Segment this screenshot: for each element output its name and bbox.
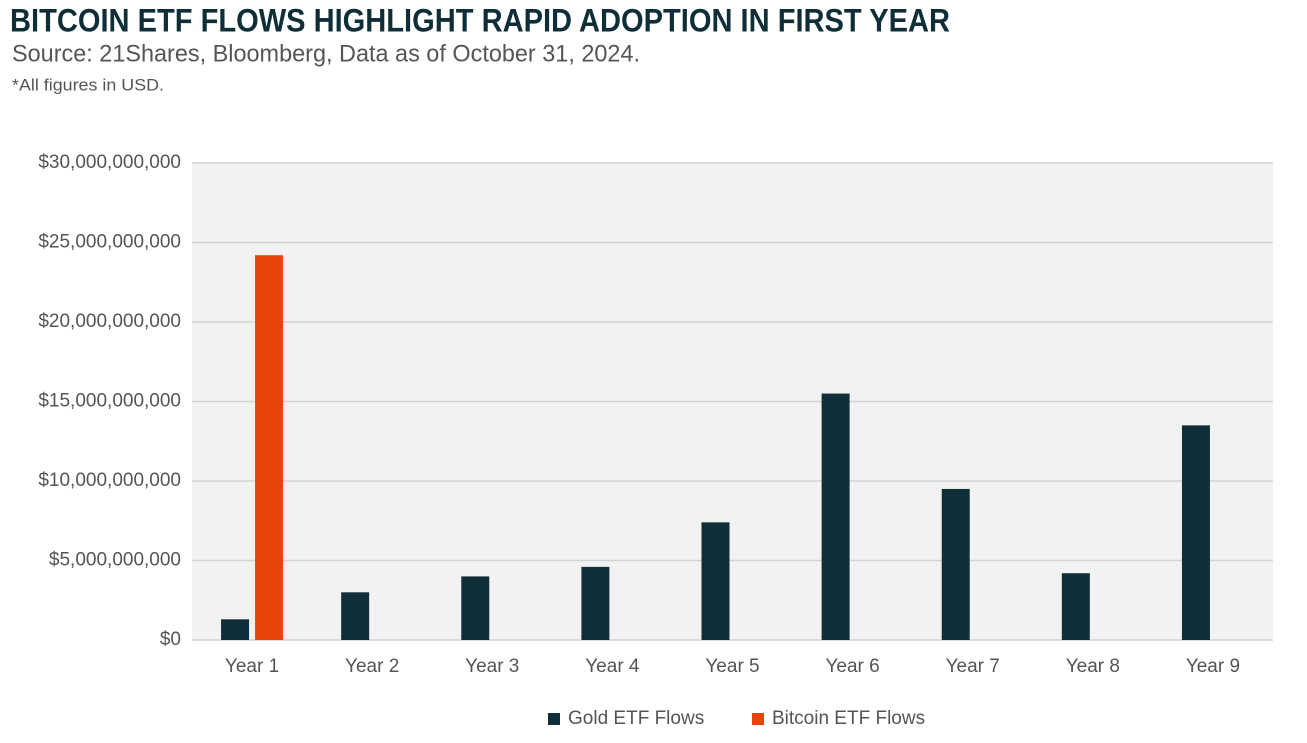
bar (221, 619, 250, 640)
chart-title: BITCOIN ETF FLOWS HIGHLIGHT RAPID ADOPTI… (10, 2, 950, 38)
y-tick-label: $5,000,000,000 (49, 550, 181, 571)
bar (941, 488, 970, 640)
chart-note: *All figures in USD. (12, 75, 164, 94)
legend-swatch (548, 713, 560, 725)
bar (461, 576, 490, 640)
x-tick-label: Year 1 (225, 656, 279, 677)
x-tick-label: Year 3 (465, 656, 519, 677)
legend-label: Bitcoin ETF Flows (772, 708, 925, 729)
y-tick-label: $25,000,000,000 (38, 232, 181, 253)
x-tick-label: Year 8 (1066, 656, 1120, 677)
legend-swatch (752, 713, 764, 725)
x-tick-label: Year 2 (345, 656, 399, 677)
bar (821, 393, 850, 640)
chart-subtitle: Source: 21Shares, Bloomberg, Data as of … (12, 40, 640, 67)
bar (1181, 425, 1210, 640)
y-tick-label: $20,000,000,000 (38, 311, 181, 332)
bar (341, 592, 370, 640)
x-tick-label: Year 7 (946, 656, 1000, 677)
y-tick-label: $30,000,000,000 (38, 152, 181, 173)
y-tick-label: $15,000,000,000 (38, 391, 181, 412)
y-tick-label: $0 (160, 629, 181, 650)
bar (701, 522, 730, 640)
x-tick-label: Year 9 (1186, 656, 1240, 677)
legend-label: Gold ETF Flows (568, 708, 704, 729)
x-tick-label: Year 4 (585, 656, 640, 677)
bar (581, 566, 610, 640)
y-tick-label: $10,000,000,000 (38, 470, 181, 491)
bar (255, 255, 284, 640)
x-tick-label: Year 6 (825, 656, 879, 677)
bar (1061, 573, 1090, 640)
x-tick-label: Year 5 (705, 656, 759, 677)
